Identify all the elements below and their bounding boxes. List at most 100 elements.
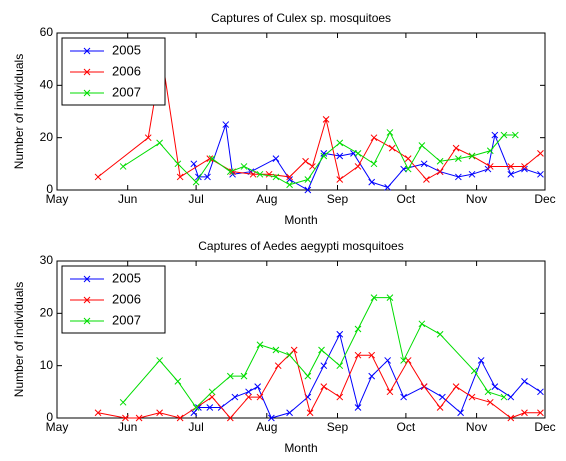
point-marker [304, 372, 312, 380]
y-axis-label: Number of individuals [12, 282, 26, 397]
point-marker [204, 173, 211, 181]
y-tick-label: 20 [40, 130, 54, 144]
y-tick-label: 0 [46, 410, 53, 424]
x-tick-label: Nov [466, 420, 487, 434]
point-marker [135, 414, 143, 422]
point-marker [254, 383, 262, 390]
point-marker [420, 383, 428, 390]
series-line [122, 297, 505, 409]
point-marker [256, 341, 264, 349]
point-marker [156, 409, 163, 417]
x-tick-label: Jun [118, 420, 137, 434]
x-tick-label: May [46, 192, 69, 206]
series-line [193, 124, 541, 191]
series-line [97, 349, 541, 419]
point-marker [404, 155, 412, 162]
point-marker [240, 163, 248, 170]
legend-label: 2007 [112, 84, 141, 99]
point-marker [370, 134, 378, 142]
point-marker [318, 346, 325, 354]
legend-marker [83, 47, 91, 55]
point-marker [336, 393, 344, 401]
point-marker [521, 378, 528, 385]
chart-title: Captures of Aedes aegypti mosquitoes [198, 239, 403, 253]
y-tick-label: 60 [40, 25, 54, 39]
point-marker [119, 163, 127, 170]
point-marker [537, 150, 544, 157]
point-marker [320, 362, 328, 370]
x-tick-label: Sep [327, 192, 349, 206]
point-marker [240, 372, 248, 380]
point-marker [268, 414, 275, 422]
point-marker [354, 404, 362, 411]
point-marker [156, 357, 163, 364]
x-tick-label: Oct [397, 192, 416, 206]
x-tick-label: Aug [256, 420, 277, 434]
point-marker [192, 178, 200, 186]
point-marker [302, 157, 309, 165]
point-marker [486, 398, 494, 406]
point-marker [208, 155, 216, 162]
point-marker [274, 362, 282, 370]
point-marker [436, 157, 444, 165]
point-marker [507, 163, 515, 170]
point-marker [272, 346, 280, 354]
point-marker [368, 372, 376, 380]
y-tick-label: 30 [40, 253, 54, 267]
point-marker [452, 144, 460, 152]
point-marker [354, 163, 362, 170]
point-marker [436, 330, 444, 338]
y-tick-label: 40 [40, 78, 54, 92]
point-marker [256, 393, 264, 401]
point-marker [94, 409, 102, 417]
point-marker [418, 320, 426, 328]
point-marker [491, 383, 499, 390]
point-marker [521, 165, 528, 173]
point-marker [144, 134, 152, 142]
point-marker [484, 388, 492, 396]
legend-label: 2005 [112, 42, 141, 57]
x-tick-label: Jul [188, 192, 203, 206]
series-line [122, 131, 516, 186]
point-marker [454, 155, 462, 162]
point-marker [521, 163, 528, 170]
point-marker [122, 414, 129, 422]
point-marker [286, 351, 293, 359]
point-marker [500, 393, 508, 401]
point-marker [370, 160, 378, 168]
point-marker [336, 362, 344, 370]
point-marker [491, 131, 499, 139]
point-marker [477, 357, 485, 364]
point-marker [336, 330, 344, 338]
point-marker [208, 393, 216, 401]
point-marker [336, 152, 344, 160]
point-marker [272, 155, 280, 162]
chart-title: Captures of Culex sp. mosquitoes [211, 11, 391, 25]
point-marker [222, 121, 230, 128]
point-marker [272, 173, 280, 181]
y-tick-label: 0 [46, 182, 53, 196]
point-marker [512, 131, 519, 139]
x-tick-label: Oct [397, 420, 416, 434]
point-marker [386, 129, 394, 136]
y-axis-label: Number of individuals [12, 54, 26, 169]
point-marker [195, 173, 202, 181]
point-marker [423, 176, 430, 183]
x-tick-label: Aug [256, 192, 277, 206]
plot-frame [56, 260, 546, 419]
point-marker [507, 393, 515, 401]
point-marker [190, 160, 198, 168]
point-marker [286, 181, 293, 189]
point-marker [452, 383, 460, 390]
point-marker [439, 393, 446, 401]
y-tick-label: 20 [40, 306, 54, 320]
point-marker [320, 150, 328, 157]
point-marker [486, 147, 494, 155]
x-tick-label: Sep [327, 420, 349, 434]
point-marker [521, 409, 528, 417]
point-marker [486, 163, 494, 170]
point-marker [457, 409, 464, 417]
point-marker [320, 383, 328, 390]
legend-marker [83, 317, 91, 325]
